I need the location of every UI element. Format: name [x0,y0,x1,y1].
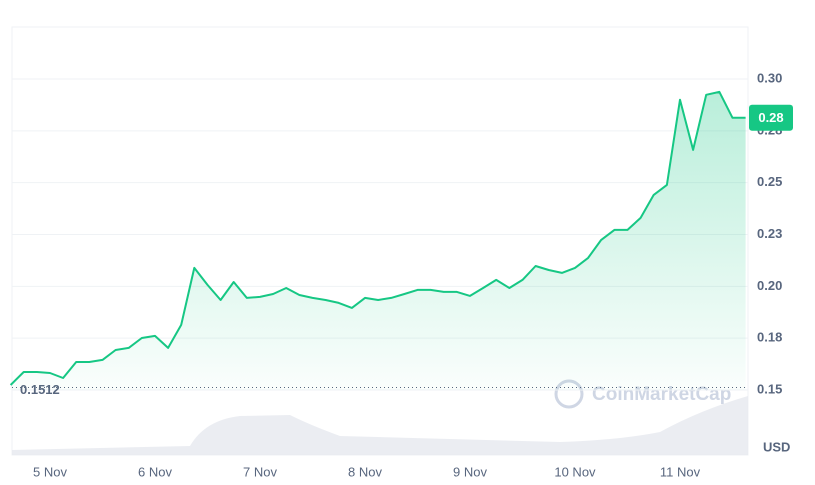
price-area [10,91,746,391]
current-value-badge [749,104,793,131]
current-value-label: 0.28 [758,110,783,125]
x-tick-label: 7 Nov [243,464,277,479]
x-tick-label: 9 Nov [453,464,487,479]
volume-area [12,396,748,455]
x-tick-label: 6 Nov [138,464,172,479]
x-tick-label: 5 Nov [33,464,67,479]
y-tick-label: 0.25 [757,174,782,189]
y-tick-label: 0.18 [757,330,782,345]
price-line [9,90,746,386]
y-tick-label: 0.20 [757,278,782,293]
y-tick-label: 0.30 [757,70,782,85]
unit-label: USD [763,439,790,454]
x-tick-label: 10 Nov [554,464,596,479]
y-tick-label: 0.23 [757,226,782,241]
x-tick-label: 11 Nov [660,464,701,479]
y-tick-label: 0.15 [757,381,782,396]
x-tick-label: 8 Nov [348,464,382,479]
